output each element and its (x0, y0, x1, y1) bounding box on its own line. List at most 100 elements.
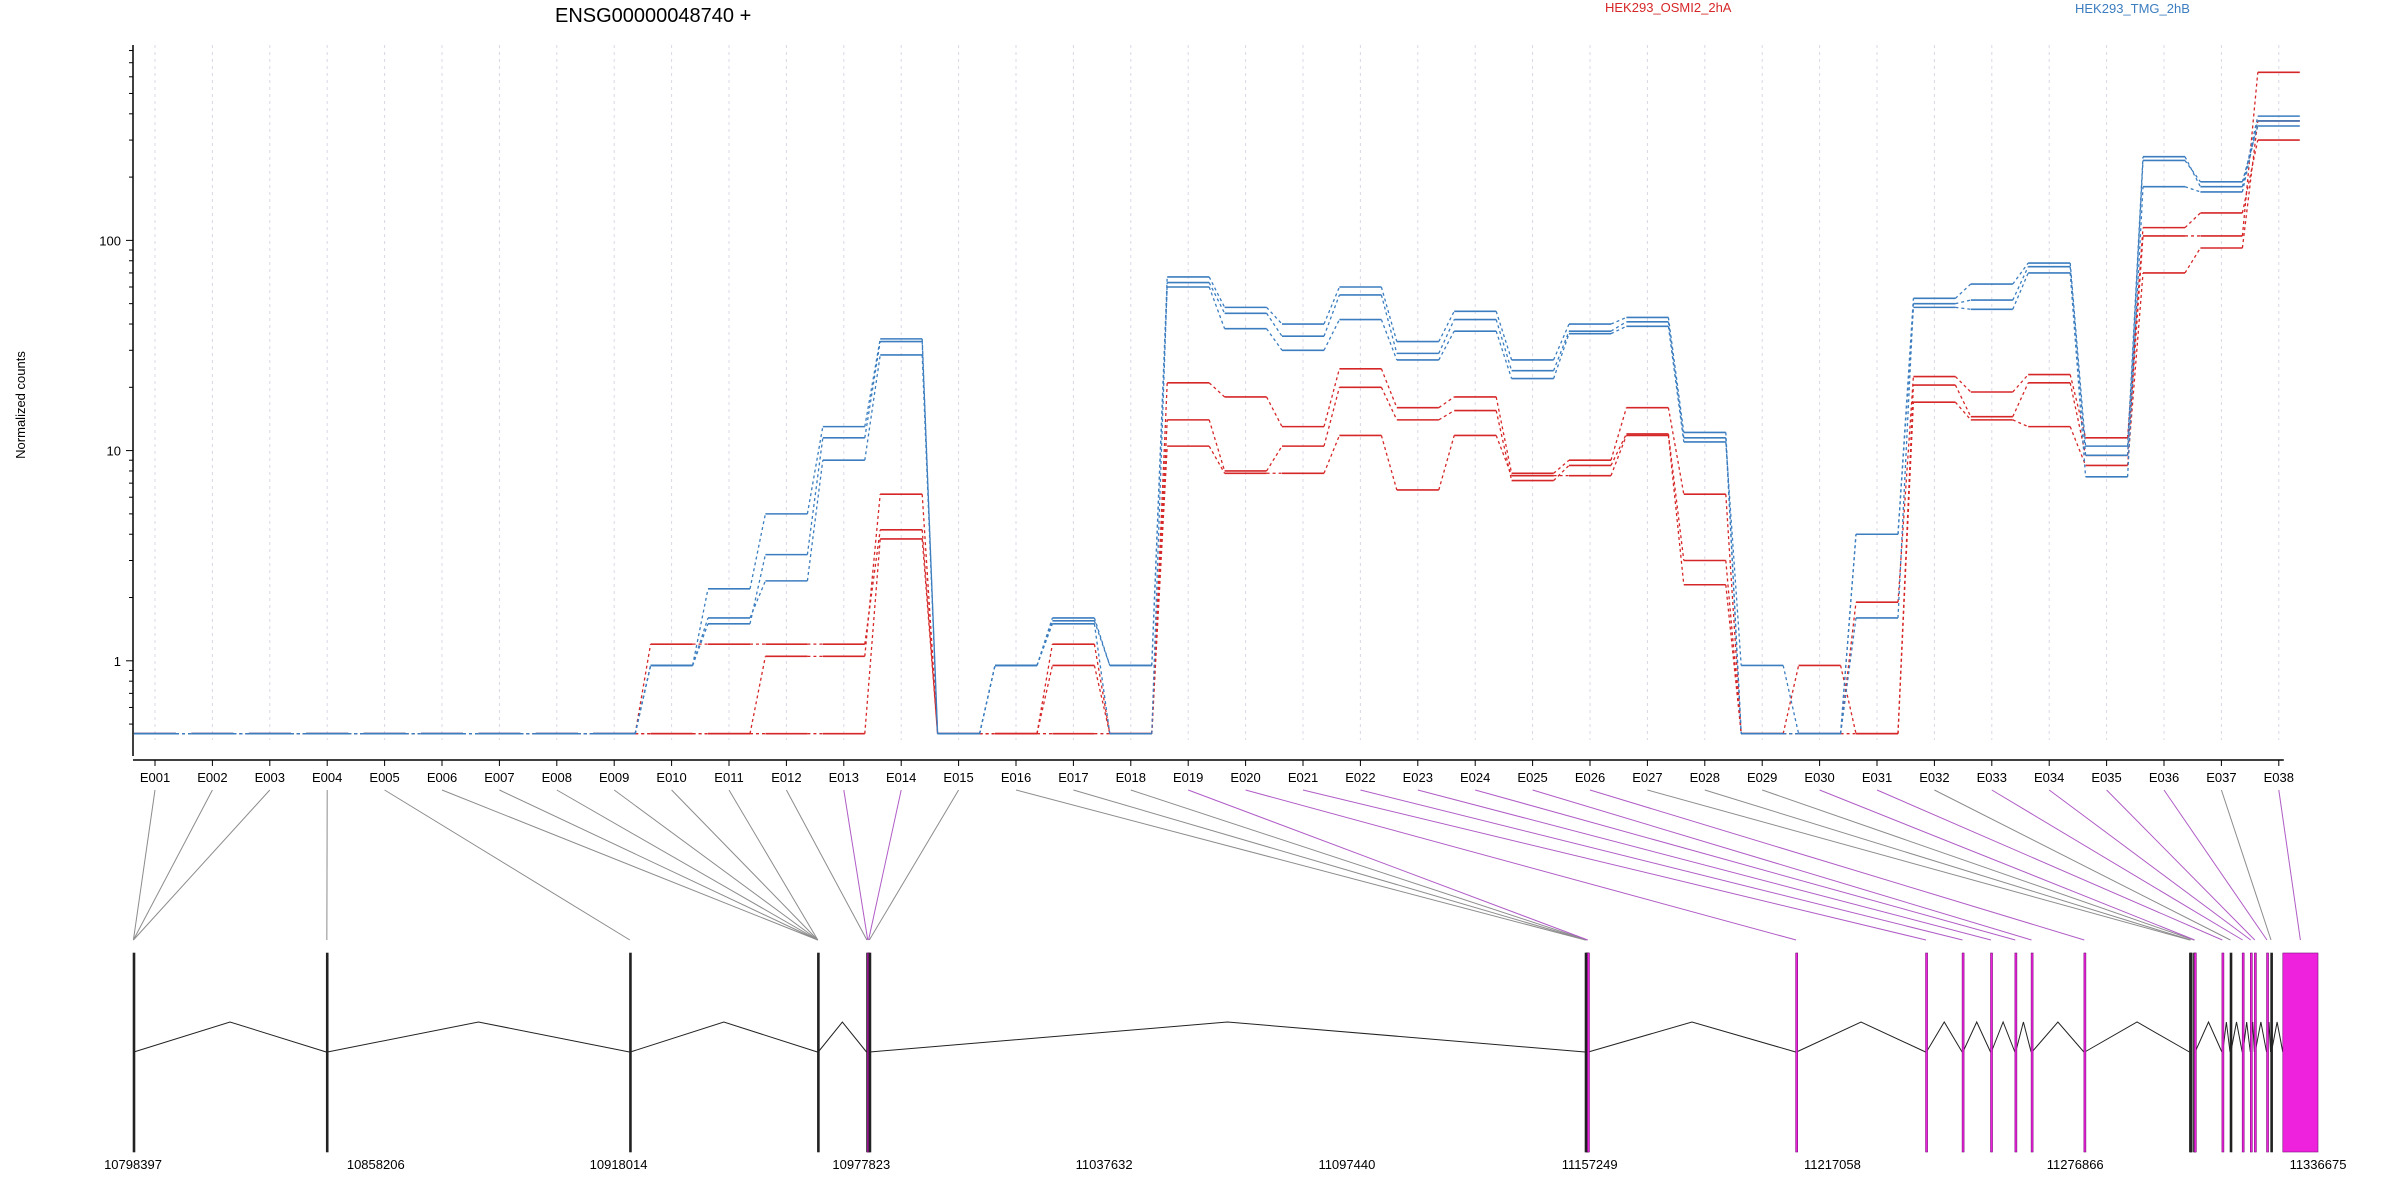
series-link (1610, 433, 1627, 466)
exon-box (2270, 952, 2273, 1153)
series-link (1667, 317, 1685, 433)
series-2 (134, 71, 2300, 735)
exon-connector (1762, 789, 2195, 941)
exon-box (325, 952, 329, 1153)
exon-box (2014, 952, 2018, 1153)
genomic-coordinate-label: 10858206 (347, 1157, 405, 1172)
exon-connector (613, 789, 819, 941)
exon-box (2030, 952, 2034, 1153)
intron-line (1925, 1021, 1963, 1053)
series-link (2069, 266, 2087, 456)
exon-box (2193, 952, 2197, 1153)
exon-connector (1417, 789, 1992, 941)
series-link (1151, 382, 1168, 734)
series-link (1667, 321, 1685, 438)
series-link (1438, 410, 1455, 421)
series-link (2126, 186, 2144, 477)
series-link (1495, 311, 1513, 361)
exon-connector (843, 789, 869, 941)
series-link (2069, 426, 2087, 466)
series-link (1897, 376, 1915, 603)
x-tick-label: E025 (1517, 770, 1547, 785)
exon-connectors (132, 789, 2301, 941)
intron-line (630, 1021, 818, 1053)
series-link (2012, 272, 2029, 310)
series-link (1667, 407, 1685, 495)
series-link (1323, 294, 1341, 337)
exon-box (629, 952, 632, 1153)
exon-box (868, 952, 872, 1153)
series-link (1610, 316, 1627, 325)
series-link (1725, 432, 1742, 734)
series-link (1725, 584, 1742, 734)
intron-line (327, 1021, 630, 1053)
x-tick-label: E034 (2034, 770, 2064, 785)
series-link (1323, 435, 1341, 474)
x-tick-label: E018 (1116, 770, 1146, 785)
x-tick-label: E038 (2264, 770, 2294, 785)
series-link (1553, 459, 1570, 474)
series-link (1208, 276, 1226, 308)
series-link (2184, 212, 2201, 229)
series-link (1495, 330, 1513, 379)
series-link (1839, 602, 1857, 734)
series-link (1955, 299, 1971, 305)
series-link (1495, 319, 1513, 371)
series-link (749, 656, 767, 734)
x-tick-label: E035 (2091, 770, 2121, 785)
chart-title: ENSG00000048740 + (555, 5, 751, 27)
exon-connector (441, 789, 818, 941)
series-link (1553, 323, 1570, 361)
exon-connector (1819, 789, 2195, 941)
series-link (749, 554, 767, 624)
series-link (1839, 534, 1857, 734)
exon-connector (2278, 789, 2301, 941)
x-tick-label: E007 (484, 770, 514, 785)
series-link (1151, 419, 1168, 734)
series-link (2012, 374, 2029, 393)
series-link (1897, 385, 1915, 734)
exon-box (2229, 952, 2233, 1153)
exon-connector (1130, 789, 1588, 941)
exon-connector (1532, 789, 2032, 941)
series-link (1323, 387, 1341, 447)
grid-lines (154, 45, 2280, 740)
exon-box (2282, 952, 2319, 1153)
axes: 1 10 100 E001 E002 E003 E004 E005 E006 E007 E008 E0… (99, 45, 2294, 785)
x-tick-label: E031 (1862, 770, 1892, 785)
series-link (864, 354, 881, 461)
series-link (1208, 286, 1226, 329)
intron-line (2254, 1021, 2268, 1053)
series-link (2184, 247, 2201, 274)
intron-line (817, 1021, 867, 1053)
exon-box (1587, 952, 1590, 1153)
exon-connector (1647, 789, 2190, 941)
series-link (864, 341, 881, 438)
series-link (1610, 325, 1627, 335)
series-link (1093, 620, 1111, 666)
series-link (1266, 396, 1283, 427)
x-tick-label: E011 (714, 770, 743, 785)
exon-connector (1589, 789, 2085, 941)
series-link (921, 538, 939, 734)
genomic-coordinate-label: 10918014 (590, 1157, 648, 1172)
series-link (2069, 374, 2087, 438)
x-tick-label: E029 (1747, 770, 1777, 785)
y-tick-label: 100 (99, 233, 121, 248)
exon-box (2254, 952, 2257, 1153)
series-link (1610, 435, 1628, 476)
exon-connector (2220, 789, 2272, 941)
series-link (1725, 560, 1742, 734)
series-link (1323, 319, 1340, 351)
intron-line (2015, 1021, 2032, 1053)
x-tick-label: E023 (1403, 770, 1433, 785)
exon-connector (1073, 789, 1587, 941)
series-link (1553, 464, 1570, 482)
series-link (1380, 435, 1398, 491)
series-link (2069, 272, 2087, 477)
intron-line (1588, 1021, 1796, 1053)
x-tick-label: E005 (369, 770, 399, 785)
exon-connector (1015, 789, 1586, 941)
exon-box (132, 952, 136, 1153)
exon-connector (1360, 789, 1963, 941)
